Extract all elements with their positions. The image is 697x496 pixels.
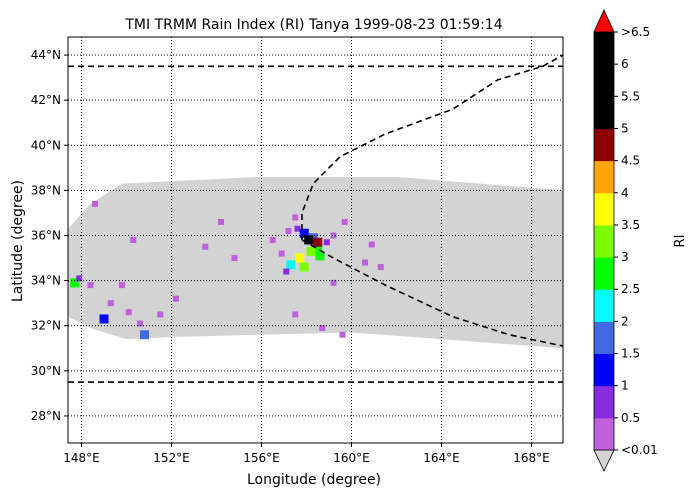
satellite-swath bbox=[68, 176, 563, 349]
rain-pixel bbox=[70, 278, 80, 288]
rain-pixel bbox=[339, 331, 346, 338]
rain-pixel bbox=[202, 243, 209, 250]
y-axis-label: Latitude (degree) bbox=[10, 180, 26, 302]
rain-pixel bbox=[304, 235, 314, 245]
plot-area bbox=[68, 37, 563, 443]
rain-pixel bbox=[107, 300, 114, 307]
rain-pixel bbox=[140, 330, 149, 340]
x-tick-label: 160°E bbox=[333, 451, 370, 465]
rain-pixel bbox=[157, 311, 164, 318]
colorbar-tick-label: 3 bbox=[621, 250, 629, 264]
rain-pixel bbox=[269, 237, 276, 243]
colorbar-segment bbox=[594, 192, 614, 226]
map-plot: 148°E 152°E 156°E 160°E 164°E 168°E 28°N 30°N 32… bbox=[31, 36, 564, 465]
colorbar-segment bbox=[594, 96, 614, 129]
y-tick-label: 44°N bbox=[31, 48, 61, 62]
rain-pixel bbox=[292, 214, 299, 221]
y-tick-label: 40°N bbox=[31, 138, 61, 152]
rain-pixel bbox=[137, 320, 143, 327]
storm-track-line bbox=[301, 54, 563, 240]
colorbar-segment bbox=[594, 385, 614, 419]
rain-pixel bbox=[323, 239, 330, 246]
rain-pixel bbox=[76, 275, 83, 282]
colorbar-tick-label: 0.5 bbox=[621, 411, 640, 425]
x-tick-label: 148°E bbox=[63, 451, 100, 465]
colorbar-tick-label: 1.5 bbox=[621, 347, 640, 361]
rain-pixel bbox=[99, 314, 109, 324]
colorbar-tick-label: 5.5 bbox=[621, 89, 640, 103]
colorbar-tick-label: <0.01 bbox=[621, 443, 658, 457]
rain-pixel bbox=[173, 295, 179, 302]
rain-pixel bbox=[285, 227, 292, 234]
colorbar: <0.01 0.5 1 1.5 2 2.5 3 3.5 4 4.5 5 5.5 6 >6.5 bbox=[593, 9, 658, 472]
y-tick-label: 34°N bbox=[31, 274, 61, 288]
colorbar-tick-label: 2 bbox=[621, 314, 629, 328]
rain-pixel bbox=[218, 218, 224, 225]
rain-pixel bbox=[283, 268, 290, 275]
colorbar-segment bbox=[594, 417, 614, 451]
rain-pixel bbox=[231, 255, 238, 262]
colorbar-segment bbox=[594, 224, 614, 258]
x-tick-label: 156°E bbox=[243, 451, 280, 465]
rain-pixel bbox=[119, 282, 125, 289]
rain-pixel bbox=[299, 262, 309, 272]
colorbar-segment bbox=[594, 128, 614, 162]
colorbar-segment bbox=[594, 257, 614, 290]
rain-pixel bbox=[377, 264, 384, 271]
chart-title: TMI TRMM Rain Index (RI) Tanya 1999-08-2… bbox=[124, 17, 502, 33]
rain-pixel bbox=[306, 246, 316, 256]
y-tick-label: 28°N bbox=[31, 409, 61, 423]
colorbar-frame bbox=[593, 31, 615, 451]
colorbar-tick-label: 6 bbox=[621, 57, 629, 71]
rain-pixel bbox=[130, 237, 137, 243]
x-axis-label: Longitude (degree) bbox=[247, 472, 381, 488]
y-tick-label: 32°N bbox=[31, 319, 61, 333]
storm-track-line bbox=[301, 239, 563, 347]
y-tick-label: 38°N bbox=[31, 183, 61, 197]
colorbar-segment bbox=[594, 321, 614, 355]
rain-pixel bbox=[92, 200, 98, 207]
rain-pixel bbox=[313, 242, 323, 252]
rain-pixel bbox=[330, 232, 337, 239]
colorbar-segment bbox=[594, 64, 614, 97]
colorbar-tick-label: 4 bbox=[621, 186, 629, 200]
colorbar-label: RI bbox=[673, 235, 688, 248]
rain-pixel bbox=[294, 225, 301, 232]
rain-pixel bbox=[286, 260, 296, 270]
rain-pixel bbox=[125, 309, 132, 316]
colorbar-tick-label: 3.5 bbox=[621, 218, 640, 232]
colorbar-over-arrow bbox=[593, 9, 615, 33]
y-tick-label: 30°N bbox=[31, 364, 61, 378]
x-tick-label: 164°E bbox=[423, 451, 460, 465]
colorbar-tick-label: 2.5 bbox=[621, 282, 640, 296]
colorbar-segment bbox=[594, 160, 614, 194]
x-tick-label: 168°E bbox=[513, 451, 550, 465]
colorbar-segment bbox=[594, 289, 614, 322]
rain-pixel bbox=[341, 218, 348, 225]
rain-pixel bbox=[330, 279, 337, 286]
rain-pixel bbox=[313, 237, 323, 247]
rain-pixel bbox=[368, 241, 375, 248]
x-tick-label: 152°E bbox=[153, 451, 190, 465]
rain-pixel bbox=[295, 253, 305, 263]
rain-pixel bbox=[299, 228, 309, 238]
colorbar-segment bbox=[594, 32, 614, 65]
rain-pixel bbox=[278, 250, 285, 257]
rain-pixel bbox=[315, 251, 325, 261]
colorbar-under-arrow bbox=[593, 449, 615, 472]
colorbar-tick-label: >6.5 bbox=[621, 25, 650, 39]
colorbar-segment bbox=[594, 353, 614, 387]
rain-pixel bbox=[362, 259, 368, 266]
colorbar-tick-label: 5 bbox=[621, 121, 629, 135]
plot-frame bbox=[67, 36, 564, 444]
rain-pixel bbox=[87, 282, 94, 289]
y-tick-label: 36°N bbox=[31, 228, 61, 242]
colorbar-tick-label: 1 bbox=[621, 379, 629, 393]
colorbar-tick-label: 4.5 bbox=[621, 154, 640, 168]
rain-pixel bbox=[292, 311, 299, 318]
rain-pixel bbox=[319, 324, 326, 331]
y-tick-label: 42°N bbox=[31, 93, 61, 107]
